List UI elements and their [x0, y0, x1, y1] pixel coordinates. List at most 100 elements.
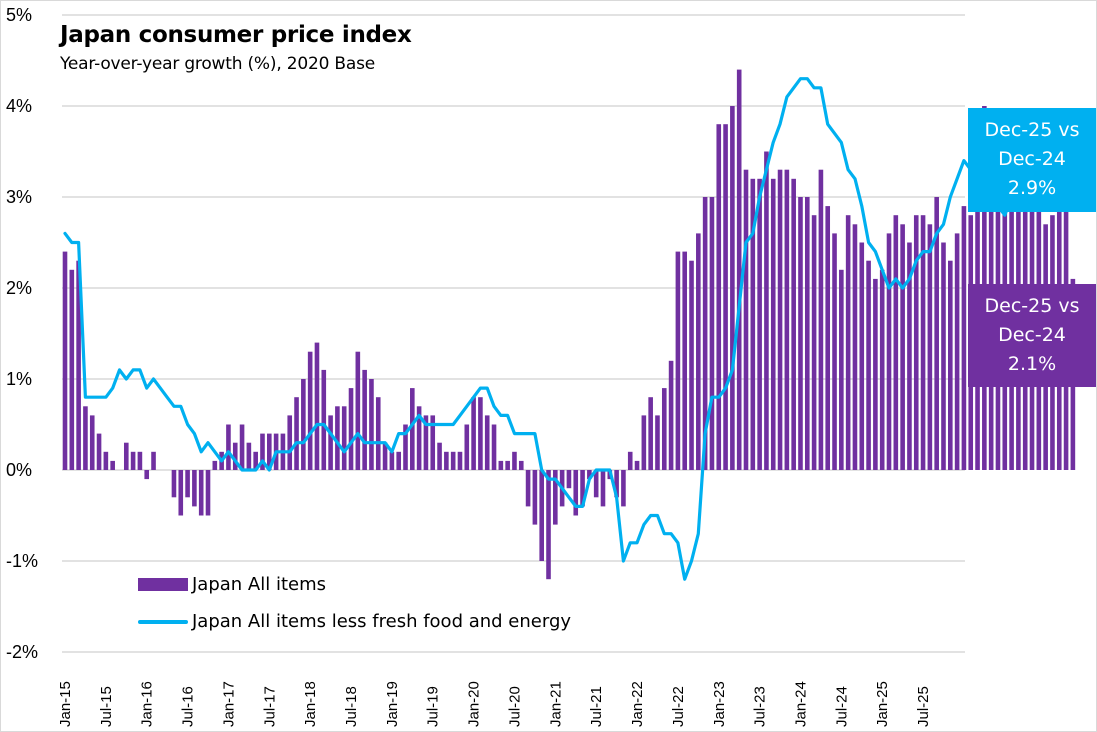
y-tick-label: 4%: [6, 96, 32, 116]
bar: [389, 451, 395, 470]
bar: [341, 406, 347, 470]
bar: [260, 433, 265, 470]
bar: [566, 470, 572, 489]
bar: [498, 460, 504, 470]
bar: [478, 397, 483, 470]
bar: [900, 224, 905, 470]
bar: [716, 124, 722, 470]
bar: [825, 206, 831, 470]
bar: [879, 269, 885, 470]
bar: [178, 470, 184, 516]
callout-core-line-2: Dec-24: [998, 148, 1066, 170]
bar: [110, 460, 115, 470]
legend-item-core: Japan All items less fresh food and ener…: [138, 611, 571, 632]
bar: [512, 451, 517, 470]
bar: [348, 388, 354, 470]
bar: [811, 215, 817, 470]
bar: [907, 242, 912, 470]
bar: [791, 178, 796, 471]
bar: [743, 169, 749, 470]
bar: [232, 442, 238, 470]
bar: [192, 470, 197, 507]
bar: [355, 351, 361, 470]
bar: [587, 470, 592, 480]
bar: [103, 451, 109, 470]
bar: [416, 406, 422, 470]
bar: [941, 242, 946, 470]
bar: [948, 260, 953, 470]
x-tick-label: Jul-20: [506, 686, 523, 727]
bar: [151, 451, 156, 470]
y-tick-label: 3%: [6, 187, 32, 207]
x-tick-label: Jan-25: [874, 681, 891, 727]
bar: [307, 351, 313, 470]
bar: [696, 233, 701, 470]
x-tick-label: Jul-22: [670, 686, 687, 727]
bar: [464, 424, 470, 470]
callout-all-line-1: Dec-25 vs: [984, 295, 1080, 317]
x-tick-label: Jul-16: [180, 686, 197, 727]
bar: [532, 470, 538, 525]
gridlines: [62, 14, 965, 653]
callout-all-line-2: Dec-24: [998, 324, 1066, 346]
callout-core-dec25: Dec-25 vs Dec-24 2.9%: [968, 108, 1096, 212]
bar: [171, 470, 177, 498]
bar: [798, 197, 803, 470]
bar: [253, 451, 258, 470]
bar: [546, 470, 551, 580]
callout-all-value: 2.1%: [1007, 353, 1057, 375]
bar: [450, 451, 456, 470]
bar: [627, 451, 633, 470]
bar: [913, 215, 919, 470]
bar: [770, 178, 776, 471]
bar: [655, 415, 660, 470]
bar: [573, 470, 579, 516]
y-tick-label: 0%: [6, 460, 32, 480]
bar: [873, 278, 878, 470]
bar: [83, 406, 88, 470]
bar: [723, 124, 728, 470]
bar: [246, 442, 252, 470]
bar: [675, 251, 681, 470]
line-series-core: [63, 77, 1075, 581]
bar: [832, 233, 837, 470]
x-axis-ticks: Jan-15 Jul-15 Jan-16 Jul-16 Jan-17 Jul-17 Jan-…: [57, 681, 932, 727]
bar: [750, 178, 756, 471]
legend-label-all-items: Japan All items: [192, 574, 327, 595]
y-tick-label: -2%: [6, 642, 38, 662]
x-tick-label: Jul-18: [343, 686, 360, 727]
bar: [736, 69, 742, 470]
bar: [301, 379, 306, 470]
bar: [757, 178, 762, 471]
bar: [96, 433, 102, 470]
bar: [62, 251, 68, 470]
bar: [553, 470, 558, 525]
x-tick-label: Jan-21: [547, 681, 564, 727]
bar: [518, 460, 524, 470]
bar: [89, 415, 95, 470]
x-tick-label: Jan-19: [384, 681, 401, 727]
bar: [886, 233, 892, 470]
x-tick-label: Jul-25: [915, 686, 932, 727]
x-tick-label: Jul-15: [98, 686, 115, 727]
bar: [580, 470, 585, 507]
y-axis-ticks: -2% -1% 0% 1% 2% 3% 4% 5%: [6, 5, 38, 662]
bar: [648, 397, 653, 470]
bar: [668, 360, 674, 470]
x-tick-label: Jan-23: [711, 681, 728, 727]
bar: [76, 260, 81, 470]
bar: [839, 269, 844, 470]
bar: [764, 151, 769, 470]
bar: [69, 269, 75, 470]
y-tick-label: 2%: [6, 278, 32, 298]
bar: [702, 197, 708, 470]
bar: [294, 397, 299, 470]
bar: [471, 397, 476, 470]
bar: [137, 451, 143, 470]
bar: [505, 460, 510, 470]
bar: [920, 215, 926, 470]
bar: [144, 470, 150, 480]
x-tick-label: Jul-21: [588, 686, 605, 727]
bar: [314, 342, 320, 470]
x-tick-label: Jan-24: [792, 681, 809, 727]
